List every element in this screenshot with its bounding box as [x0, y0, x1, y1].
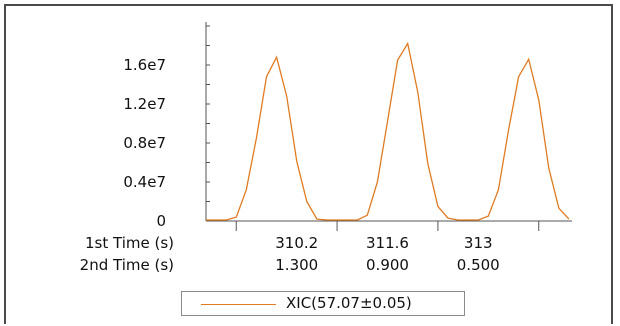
- y-tick-label: 0.4e7: [123, 173, 166, 191]
- x-tick-label: 1.300: [275, 256, 318, 274]
- y-tick-label: 0.8e7: [123, 134, 166, 152]
- x-axis-row-label: 1st Time (s): [85, 234, 174, 252]
- x-tick-label: 0.900: [366, 256, 409, 274]
- series-line: [206, 41, 570, 221]
- y-tick-label: 1.2e7: [123, 95, 166, 113]
- chart-frame: 0 0.4e7 0.8e7 1.2e7 1.6e7 1st Time (s) 310.2 31…: [4, 4, 613, 324]
- legend-swatch: [201, 304, 276, 305]
- x-tick-label: 0.500: [457, 256, 500, 274]
- x-axis-row-label: 2nd Time (s): [80, 256, 174, 274]
- x-tick-label: 313: [464, 234, 493, 252]
- x-tick-label: 310.2: [275, 234, 318, 252]
- y-tick-label: 0: [156, 212, 166, 230]
- chart-plot: 0 0.4e7 0.8e7 1.2e7 1.6e7 1st Time (s) 310.2 31…: [80, 22, 572, 274]
- legend-label: XIC(57.07±0.05): [286, 294, 412, 312]
- legend[interactable]: XIC(57.07±0.05): [181, 291, 465, 316]
- y-tick-label: 1.6e7: [123, 56, 166, 74]
- x-tick-label: 311.6: [366, 234, 409, 252]
